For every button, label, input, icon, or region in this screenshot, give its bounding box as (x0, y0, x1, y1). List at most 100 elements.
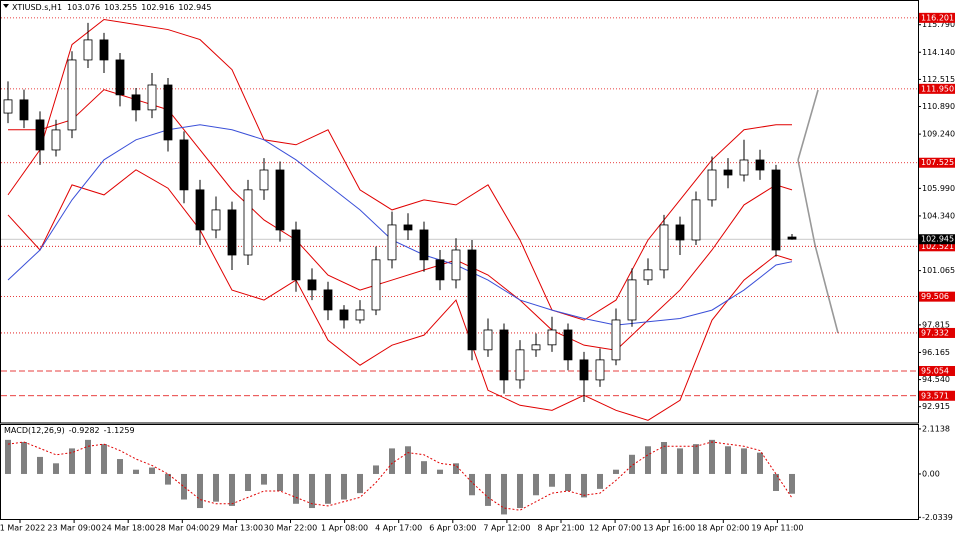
histogram-bar (501, 473, 507, 515)
histogram-bar (245, 473, 251, 492)
y-tick-label: 109.240 (922, 130, 955, 139)
y-tick-label: 96.165 (922, 348, 950, 357)
macd-header: MACD(12,26,9) -0.9282 -1.1259 (4, 426, 135, 435)
candle-body (707, 169, 717, 201)
menu-arrow[interactable] (3, 4, 9, 8)
histogram-bar (565, 473, 571, 492)
candle-body (755, 159, 765, 171)
candle-body (643, 269, 653, 281)
histogram-bar (85, 439, 91, 474)
y-tick-label: 97.815 (922, 320, 950, 329)
histogram-bar (581, 473, 587, 498)
candle-body (451, 249, 461, 281)
y-tick-label: 101.065 (922, 266, 955, 275)
level-label-box (919, 291, 955, 302)
candle-body (259, 169, 269, 191)
y-tick-label: -2.0339 (922, 513, 953, 522)
y-tick-label: 114.140 (922, 48, 955, 57)
histogram-bar (229, 473, 235, 506)
candle-body (355, 309, 365, 321)
candle-body (499, 329, 509, 381)
y-tick-label: 0.00 (922, 469, 940, 478)
candle-body (195, 189, 205, 231)
x-tick-label: 6 Apr 03:00 (429, 524, 476, 533)
histogram-bar (261, 473, 267, 485)
signal-line (7, 441, 793, 511)
histogram-bar (437, 469, 443, 474)
level-label: 116.201 (921, 13, 954, 22)
candle-body (563, 329, 573, 361)
histogram-bar (725, 446, 731, 474)
arrow-up (797, 89, 819, 161)
histogram-bar (213, 473, 219, 502)
x-tick-label: 7 Apr 12:00 (483, 524, 530, 533)
level-label-box (919, 157, 955, 168)
histogram-bar (341, 473, 347, 500)
header-value: 103.255 (104, 3, 137, 12)
histogram-bar (53, 463, 59, 474)
level-label: 111.950 (921, 84, 954, 93)
histogram-bar (165, 473, 171, 485)
histogram-bar (373, 465, 379, 474)
x-tick-label: 4 Apr 17:00 (375, 524, 422, 533)
candle-body (691, 199, 701, 241)
candle-body (595, 359, 605, 381)
histogram-bar (533, 473, 539, 496)
histogram-bar (757, 452, 763, 474)
overlay-line (7, 169, 793, 421)
histogram-bar (117, 459, 123, 474)
symbol: XTIUSD.s,H1 (12, 3, 62, 12)
candle-body (163, 84, 173, 141)
histogram-bar (453, 463, 459, 474)
histogram-bar (645, 446, 651, 474)
histogram-bar (789, 473, 795, 494)
x-tick-label: 24 Mar 18:00 (101, 524, 154, 533)
histogram-bar (133, 469, 139, 474)
level-label: 93.571 (921, 391, 949, 400)
candle-body (211, 209, 221, 231)
last-price-label: 102.945 (921, 235, 954, 244)
macd-panel (0, 424, 919, 520)
level-label: 99.506 (921, 292, 949, 301)
level-label-box (919, 83, 955, 94)
x-tick-label: 1 Apr 08:00 (321, 524, 368, 533)
histogram-bar (485, 473, 491, 506)
candle-body (51, 129, 61, 151)
histogram-bar (709, 439, 715, 474)
x-tick-label: 13 Apr 16:00 (643, 524, 695, 533)
candle-body (659, 224, 669, 271)
histogram-bar (181, 473, 187, 500)
candle-body (739, 159, 749, 176)
histogram-bar (101, 444, 107, 474)
candle-body (515, 349, 525, 381)
header: XTIUSD.s,H1 103.076 103.255 102.916 102.945 (12, 3, 211, 12)
histogram-bar (613, 469, 619, 474)
candle-body (243, 189, 253, 256)
candle-body (787, 236, 797, 240)
y-tick-label: 92.915 (922, 402, 950, 411)
candle-body (531, 344, 541, 351)
x-tick-label: 18 Apr 02:00 (697, 524, 749, 533)
level-label: 107.525 (921, 158, 954, 167)
candle-body (131, 94, 141, 111)
y-tick-label: 112.515 (922, 75, 955, 84)
candle-body (483, 329, 493, 351)
candle-body (435, 259, 445, 281)
histogram-bar (421, 461, 427, 474)
x-tick-label: 19 Apr 11:00 (751, 524, 803, 533)
candle-body (339, 309, 349, 321)
x-tick-label: 21 Mar 2022 (0, 524, 45, 533)
y-tick-label: 94.540 (922, 375, 950, 384)
level-label: 102.521 (921, 242, 954, 251)
x-tick-label: 28 Mar 04:00 (156, 524, 209, 533)
candle-body (83, 39, 93, 61)
header-value: 102.945 (178, 3, 211, 12)
candle-body (275, 169, 285, 231)
candle-body (227, 209, 237, 256)
candle-body (675, 224, 685, 241)
histogram-bar (389, 448, 395, 474)
y-tick-label: 110.890 (922, 102, 955, 111)
histogram-bar (597, 473, 603, 489)
candle-body (467, 249, 477, 351)
histogram-bar (357, 473, 363, 494)
